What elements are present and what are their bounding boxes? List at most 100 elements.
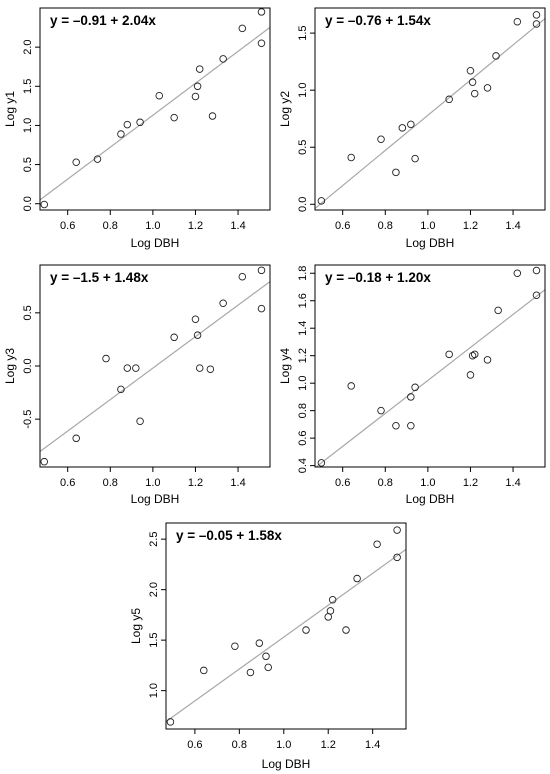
chart4-x-tick-label-4: 1.2 (463, 477, 478, 489)
chart5-equation-label: y = –0.05 + 1.58x (176, 528, 282, 543)
chart5-point-4 (246, 668, 255, 677)
chart4-point-5 (407, 422, 415, 430)
chart-y3: 0.6 0.8 1.0 1.2 1.4 -0.5 0.0 0.5 Log DBH Log y3 y … (3, 264, 271, 506)
chart4-regression-line (315, 289, 545, 467)
chart4-y-tick-label-6: 1.4 (297, 321, 309, 336)
chart3-y-axis-label: Log y3 (3, 348, 17, 384)
chart4-point-11 (470, 350, 479, 359)
chart4-plot-frame (314, 264, 546, 468)
chart4-point-15 (532, 266, 541, 275)
chart1-point-10 (193, 82, 202, 91)
chart1-point-11 (195, 65, 204, 73)
chart5-x-axis-label: Log DBH (262, 757, 311, 771)
chart4-point-10 (468, 351, 477, 360)
chart3-point-1 (40, 457, 49, 466)
chart2-point-9 (466, 67, 475, 75)
chart4-point-13 (494, 306, 502, 315)
chart3-point-10 (193, 331, 202, 339)
chart4-x-axis-label: Log DBH (406, 492, 455, 506)
chart1-x-axis-label: Log DBH (131, 236, 180, 250)
chart4-y-tick-label-3: 0.8 (297, 403, 309, 418)
chart3-point-6 (132, 364, 140, 372)
chart1-x-tick-label-1: 0.6 (60, 220, 75, 232)
chart2-y-axis-label: Log y2 (278, 91, 292, 127)
chart1-x-tick-label-5: 1.4 (230, 220, 245, 232)
chart3-x-axis-label: Log DBH (131, 492, 180, 506)
chart3-x-tick-label-2: 0.8 (103, 477, 118, 489)
chart4-y-tick-label-5: 1.2 (297, 348, 309, 363)
chart3-point-14 (238, 272, 247, 281)
chart3-point-15 (257, 266, 266, 275)
chart5-point-11 (328, 595, 337, 604)
chart1-point-7 (155, 91, 164, 100)
chart5-x-tick-label-4: 1.2 (321, 739, 336, 751)
chart2-x-tick-label-5: 1.4 (505, 220, 520, 232)
chart-y4: 0.6 0.8 1.0 1.2 1.4 0.4 0.6 0.8 1.0 1.2 1.4 1.6 1.8 L… (278, 264, 546, 506)
chart1-y-tick-label-4: 1.5 (22, 79, 34, 94)
chart1-point-15 (257, 8, 266, 16)
chart2-y-tick-label-4: 1.5 (297, 25, 309, 40)
chart1-y-axis-label: Log y1 (3, 91, 17, 127)
chart4-point-9 (466, 371, 475, 379)
chart1-x-tick-label-3: 1.0 (145, 220, 160, 232)
chart1-point-14 (238, 24, 247, 33)
chart1-regression-line (40, 26, 270, 201)
chart2-point-1 (317, 197, 326, 205)
chart4-x-tick-label-1: 0.6 (335, 477, 350, 489)
chart5-x-tick-label-3: 1.0 (276, 739, 291, 751)
chart5-point-10 (326, 607, 335, 615)
chart1-y-tick-label-5: 2.0 (22, 39, 34, 54)
chart-panel-y2: 0.6 0.8 1.0 1.2 1.4 0.0 0.5 1.0 1.5 Log DBH Log y2… (275, 0, 550, 255)
chart3-point-13 (219, 299, 227, 308)
chart3-point-9 (191, 315, 200, 323)
chart2-point-14 (513, 17, 522, 26)
chart1-y-tick-label-3: 1.0 (22, 118, 34, 133)
chart5-y-axis-label: Log y5 (129, 608, 143, 644)
chart5-x-tick-label-1: 0.6 (187, 739, 202, 751)
chart4-point-16 (532, 291, 541, 299)
chart4-y-tick-label-1: 0.4 (297, 458, 309, 473)
chart2-point-15 (532, 11, 541, 19)
chart3-y-tick-label-2: 0.0 (22, 358, 34, 373)
chart1-plot-frame (39, 7, 271, 211)
chart1-point-3 (93, 155, 102, 163)
chart5-y-tick-label-2: 1.5 (148, 632, 160, 647)
chart1-x-tick-label-4: 1.2 (188, 220, 203, 232)
chart4-x-tick-label-2: 0.8 (378, 477, 393, 489)
chart-panel-y1: 0.6 0.8 1.0 1.2 1.4 0.0 0.5 1.0 1.5 2.0 Log DBH Log… (0, 0, 275, 255)
chart2-y-tick-label-1: 0.0 (297, 197, 309, 212)
chart4-y-tick-label-7: 1.6 (297, 293, 309, 308)
chart4-y-axis-label: Log y4 (278, 348, 292, 384)
chart5-point-6 (262, 652, 270, 661)
chart5-point-7 (264, 663, 272, 672)
chart4-point-2 (347, 382, 355, 390)
chart5-point-5 (255, 639, 264, 647)
chart3-point-4 (117, 385, 125, 394)
chart2-regression-line (315, 18, 545, 209)
chart2-point-13 (492, 52, 500, 60)
chart4-point-8 (445, 350, 453, 359)
chart4-x-tick-label-3: 1.0 (420, 477, 435, 489)
chart-panel-y4: 0.6 0.8 1.0 1.2 1.4 0.4 0.6 0.8 1.0 1.2 1.4 1.6 1.8 L… (275, 257, 550, 512)
chart2-x-tick-label-1: 0.6 (335, 220, 350, 232)
chart3-x-tick-label-1: 0.6 (60, 477, 75, 489)
chart1-x-tick-label-2: 0.8 (103, 220, 118, 232)
chart2-point-16 (532, 20, 541, 28)
chart4-point-6 (407, 393, 415, 401)
chart4-y-tick-label-4: 1.0 (297, 376, 309, 391)
chart2-point-6 (407, 120, 415, 129)
chart2-x-axis-label: Log DBH (406, 236, 455, 250)
chart2-y-tick-label-3: 1.0 (297, 83, 309, 98)
chart2-point-12 (483, 84, 492, 92)
chart5-point-15 (393, 526, 401, 534)
chart3-point-7 (136, 417, 144, 426)
chart5-point-12 (342, 626, 350, 634)
chart1-point-9 (191, 92, 200, 101)
chart2-x-tick-label-3: 1.0 (420, 220, 435, 232)
chart4-x-tick-label-5: 1.4 (505, 477, 520, 489)
chart4-point-1 (317, 459, 326, 467)
chart5-point-14 (373, 540, 381, 548)
chart5-plot-frame (165, 522, 407, 730)
chart3-point-8 (170, 333, 178, 342)
chart3-point-2 (72, 434, 80, 443)
